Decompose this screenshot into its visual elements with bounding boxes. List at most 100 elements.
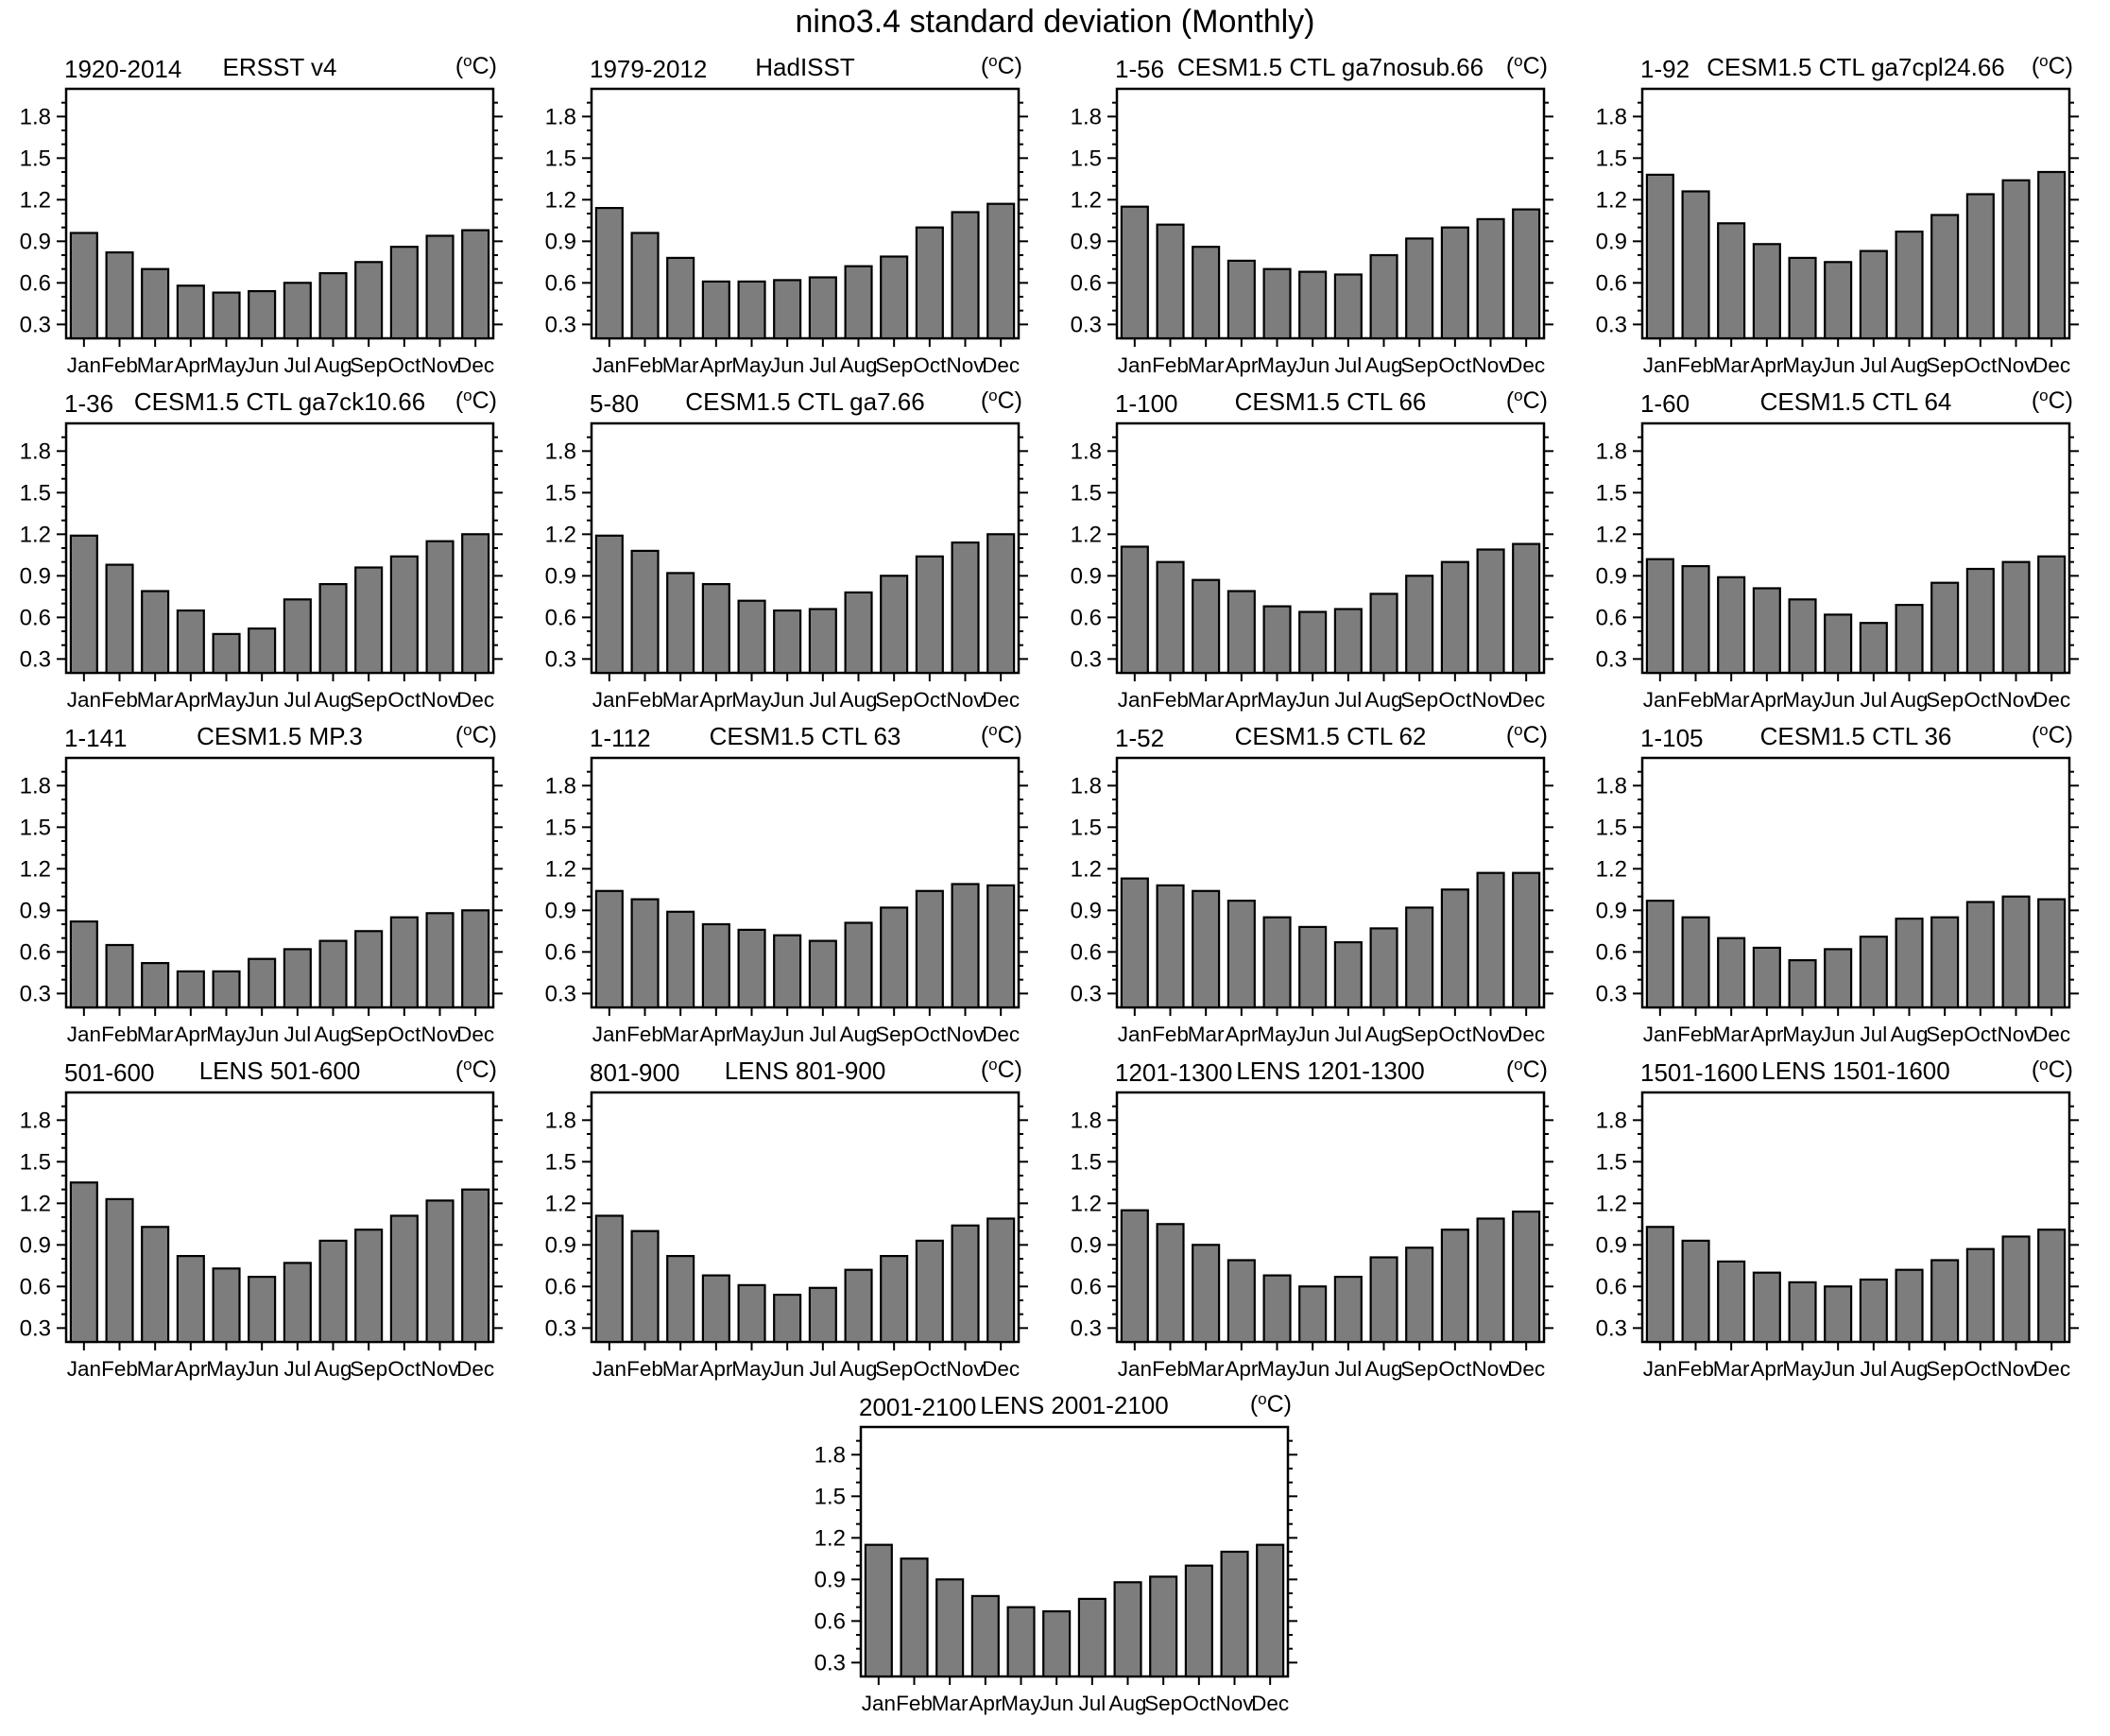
bar-jun <box>1298 1285 1328 1344</box>
x-tick-label: Dec <box>982 1357 1020 1381</box>
bar-nov <box>1476 871 1505 1009</box>
panel-period: 1501-1600 <box>1640 1058 1758 1087</box>
panel-period: 1-56 <box>1115 55 1164 83</box>
bar-sep <box>1930 1259 1960 1344</box>
bar-jun <box>1042 1610 1072 1678</box>
x-tick-label: Jan <box>67 688 101 712</box>
x-tick-label: Aug <box>1108 1692 1146 1715</box>
bar-nov <box>2001 179 2031 340</box>
y-tick-label: 1.2 <box>20 856 51 882</box>
bar-apr <box>176 609 205 675</box>
bar-sep <box>354 1229 384 1344</box>
bar-nov <box>951 211 980 340</box>
x-tick-label: Jul <box>1860 353 1887 377</box>
bar-sep <box>354 566 384 675</box>
x-tick-label: Jun <box>245 688 279 712</box>
bar-nov <box>2001 1235 2031 1344</box>
panels-grid: 1920-2014 ERSST v4 (oC) 0.3 0.6 0.9 1.2 1.5 1.8 J… <box>8 52 2107 1727</box>
x-tick-label: Jun <box>1821 353 1855 377</box>
x-tick-label: Apr <box>174 688 208 712</box>
panel-period: 801-900 <box>590 1058 679 1087</box>
panel-period: 1-60 <box>1640 389 1690 418</box>
bar-may <box>737 928 766 1009</box>
x-tick-label: Jun <box>1295 353 1329 377</box>
x-tick-label: Aug <box>1890 353 1928 377</box>
y-tick-label: 0.9 <box>545 898 576 923</box>
bar-mar <box>141 267 170 340</box>
x-tick-label: Aug <box>314 688 352 712</box>
bar-nov <box>951 883 980 1009</box>
y-tick-label: 1.8 <box>545 773 576 799</box>
bar-jun <box>1298 925 1328 1009</box>
y-tick-label: 0.3 <box>20 646 51 672</box>
x-tick-label: May <box>731 1023 772 1046</box>
x-tick-label: Jul <box>283 688 311 712</box>
bar-feb <box>1156 1223 1185 1344</box>
x-tick-label: Jul <box>1334 353 1362 377</box>
bar-mar <box>1717 576 1746 675</box>
x-tick-label: Apr <box>699 1023 733 1046</box>
bar-jan <box>1120 545 1149 675</box>
bar-jul <box>1859 249 1888 340</box>
panel-svg: 1501-1600 LENS 1501-1600 (oC) 0.3 0.6 0.9 1.2 1… <box>1596 1056 2079 1381</box>
bar-mar <box>666 256 695 340</box>
panel-period: 1-52 <box>1115 724 1164 752</box>
bar-nov <box>425 540 455 675</box>
bar-oct <box>389 916 419 1009</box>
bar-oct <box>1965 1247 1995 1344</box>
y-tick-label: 0.6 <box>20 939 51 965</box>
panel-unit: (oC) <box>981 55 1022 79</box>
x-tick-label: May <box>731 688 772 712</box>
x-tick-label: Aug <box>1890 1023 1928 1046</box>
panel-row-5: 2001-2100 LENS 2001-2100 (oC) 0.3 0.6 0.9 1.2 1… <box>8 1390 2107 1726</box>
bar-may <box>737 599 766 675</box>
bar-apr <box>1752 587 1781 675</box>
panel-unit: (oC) <box>981 389 1022 414</box>
y-tick-label: 1.5 <box>545 815 576 840</box>
x-tick-label: Mar <box>662 1023 699 1046</box>
bar-may <box>1262 267 1292 340</box>
y-tick-label: 0.6 <box>545 270 576 296</box>
bar-oct <box>915 889 944 1009</box>
x-tick-label: May <box>206 353 247 377</box>
y-tick-label: 1.5 <box>1071 480 1102 506</box>
bar-oct <box>1965 901 1995 1009</box>
panel-unit: (oC) <box>2032 389 2073 414</box>
bar-jul <box>1859 622 1888 675</box>
x-tick-label: Nov <box>946 1357 985 1381</box>
y-tick-label: 1.2 <box>545 856 576 882</box>
bar-sep <box>1930 581 1960 675</box>
bar-feb <box>1681 1239 1710 1344</box>
y-tick-label: 1.8 <box>1071 104 1102 129</box>
x-tick-label: Feb <box>101 1357 138 1381</box>
bar-mar <box>666 572 695 675</box>
panel-unit: (oC) <box>1506 1058 1548 1083</box>
x-tick-label: Mar <box>1188 1023 1225 1046</box>
bar-jul <box>1859 936 1888 1009</box>
bar-feb <box>1681 916 1710 1009</box>
x-tick-label: Jan <box>592 353 626 377</box>
bar-apr <box>701 583 730 675</box>
bar-jul <box>283 598 312 675</box>
bar-jul <box>1333 941 1363 1009</box>
x-tick-label: Dec <box>1507 1023 1545 1046</box>
bar-may <box>212 291 241 340</box>
y-tick-label: 0.3 <box>1071 1315 1102 1341</box>
y-tick-label: 1.5 <box>1596 146 1627 171</box>
panel-name: CESM1.5 CTL 36 <box>1760 724 1952 750</box>
bar-oct <box>389 1214 419 1344</box>
x-tick-label: Sep <box>875 353 913 377</box>
bar-dec <box>1512 542 1541 675</box>
panel-period: 1201-1300 <box>1115 1058 1232 1087</box>
x-tick-label: Nov <box>1471 688 1510 712</box>
y-tick-label: 0.3 <box>545 981 576 1006</box>
bar-sep <box>1405 237 1434 340</box>
bar-mar <box>935 1578 965 1678</box>
x-tick-label: Jan <box>592 688 626 712</box>
x-tick-label: Dec <box>982 353 1020 377</box>
x-tick-label: May <box>731 1357 772 1381</box>
bar-jun <box>1824 1285 1853 1344</box>
panel-row-2: 1-36 CESM1.5 CTL ga7ck10.66 (oC) 0.3 0.6 0.9 1… <box>8 387 2107 722</box>
x-tick-label: Jul <box>809 688 836 712</box>
bar-aug <box>844 1268 873 1344</box>
